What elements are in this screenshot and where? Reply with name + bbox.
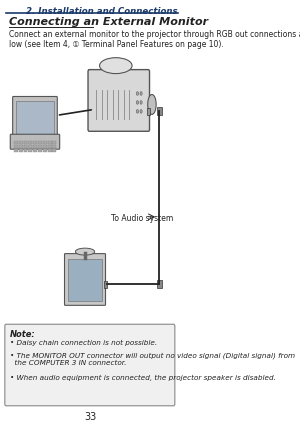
Bar bbox=[33, 145, 37, 148]
Text: Connect an external monitor to the projector through RGB out connections as show: Connect an external monitor to the proje… bbox=[9, 30, 300, 49]
Bar bbox=[19, 145, 22, 148]
Bar bbox=[23, 141, 27, 144]
Bar bbox=[23, 145, 27, 148]
Text: Note:: Note: bbox=[10, 330, 35, 339]
FancyBboxPatch shape bbox=[88, 70, 149, 131]
Bar bbox=[52, 149, 56, 152]
Bar bbox=[48, 145, 52, 148]
Bar bbox=[14, 145, 18, 148]
Bar bbox=[48, 141, 52, 144]
Bar bbox=[38, 141, 42, 144]
Circle shape bbox=[140, 109, 142, 113]
Bar bbox=[157, 280, 162, 288]
Bar bbox=[52, 141, 56, 144]
FancyBboxPatch shape bbox=[64, 254, 106, 305]
Bar bbox=[19, 141, 22, 144]
Bar bbox=[147, 109, 150, 115]
Bar bbox=[38, 145, 42, 148]
Bar bbox=[43, 145, 47, 148]
Ellipse shape bbox=[148, 95, 156, 114]
Bar bbox=[28, 149, 32, 152]
Bar bbox=[16, 101, 54, 138]
Bar bbox=[104, 282, 107, 288]
FancyBboxPatch shape bbox=[10, 134, 60, 149]
Bar bbox=[38, 149, 42, 152]
Text: 2. Installation and Connections: 2. Installation and Connections bbox=[26, 7, 178, 16]
Text: • Daisy chain connection is not possible.: • Daisy chain connection is not possible… bbox=[10, 340, 157, 346]
Bar bbox=[33, 149, 37, 152]
Bar bbox=[52, 145, 56, 148]
Bar bbox=[28, 141, 32, 144]
Circle shape bbox=[140, 100, 142, 104]
Circle shape bbox=[140, 92, 142, 95]
Bar bbox=[48, 149, 52, 152]
Bar bbox=[14, 141, 18, 144]
Circle shape bbox=[136, 100, 139, 104]
Text: To Audio system: To Audio system bbox=[111, 214, 173, 223]
Text: • The MONITOR OUT connector will output no video signal (Digital signal) from
  : • The MONITOR OUT connector will output … bbox=[10, 352, 295, 365]
Bar bbox=[157, 107, 162, 115]
Bar bbox=[33, 141, 37, 144]
FancyBboxPatch shape bbox=[13, 97, 57, 142]
Text: • When audio equipment is connected, the projector speaker is disabled.: • When audio equipment is connected, the… bbox=[10, 375, 275, 381]
Ellipse shape bbox=[100, 58, 132, 74]
Bar bbox=[23, 149, 27, 152]
Bar bbox=[28, 145, 32, 148]
FancyBboxPatch shape bbox=[5, 324, 175, 406]
Text: 33: 33 bbox=[84, 412, 97, 422]
Text: Connecting an External Monitor: Connecting an External Monitor bbox=[9, 17, 208, 27]
Ellipse shape bbox=[75, 248, 95, 255]
Bar bbox=[43, 141, 47, 144]
Bar bbox=[19, 149, 22, 152]
Circle shape bbox=[136, 92, 139, 95]
Bar bbox=[14, 149, 18, 152]
Circle shape bbox=[136, 109, 139, 113]
Bar bbox=[43, 149, 47, 152]
Bar bbox=[68, 259, 103, 301]
